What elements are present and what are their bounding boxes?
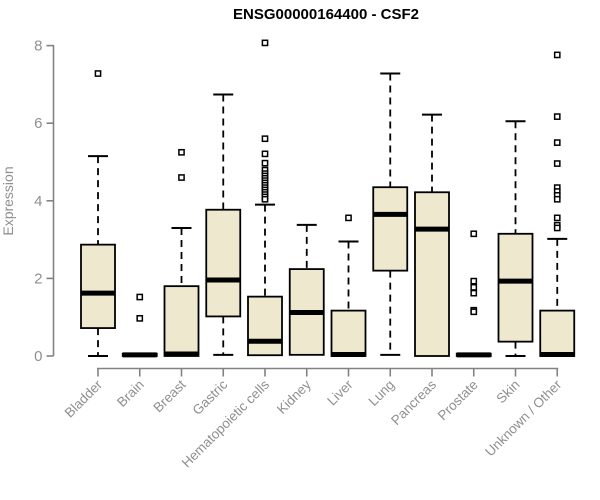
boxplot-skin: [497, 120, 534, 357]
y-tick-label: 6: [34, 115, 42, 132]
iqr-box: [330, 309, 367, 357]
outlier-point: [553, 214, 561, 222]
iqr-box: [247, 295, 283, 357]
x-tick-label: Bladder: [62, 377, 106, 421]
boxplot-brain: [121, 293, 158, 358]
boxplot-gastric: [205, 93, 242, 356]
y-tick-label: 8: [34, 38, 42, 55]
iqr-box: [414, 191, 450, 357]
iqr-box: [163, 285, 200, 357]
boxplot-kidney: [288, 223, 325, 356]
chart-title: ENSG00000164400 - CSF2: [233, 6, 419, 23]
outlier-point: [94, 70, 102, 77]
outlier-point: [261, 159, 269, 167]
outlier-point: [261, 39, 269, 47]
boxplot-pancreas: [414, 113, 450, 357]
boxplot-unknown-other: [539, 51, 576, 357]
outlier-point: [178, 174, 185, 181]
x-tick-label: Kidney: [274, 377, 314, 417]
outlier-point: [470, 289, 478, 297]
outlier-point: [470, 277, 478, 285]
outlier-point: [178, 148, 185, 156]
iqr-box: [80, 243, 116, 329]
outlier-point: [470, 283, 478, 291]
x-tick-label: Lung: [366, 377, 398, 409]
y-tick-label: 0: [34, 348, 42, 365]
x-tick-label: Brain: [114, 377, 147, 410]
boxplot-lung: [372, 72, 409, 356]
boxplot-liver: [330, 214, 367, 357]
x-tick-label: Breast: [150, 377, 188, 415]
outlier-point: [553, 113, 561, 120]
boxplot-bladder: [80, 70, 116, 357]
iqr-box: [497, 232, 534, 343]
iqr-box: [539, 309, 576, 357]
outlier-point: [261, 195, 269, 203]
x-tick-label: Pancreas: [388, 377, 439, 428]
outlier-point: [261, 135, 269, 143]
iqr-box: [205, 208, 242, 318]
x-tick-label: Skin: [493, 377, 522, 406]
outlier-point: [553, 195, 561, 203]
x-tick-label: Gastric: [190, 377, 231, 418]
outlier-point: [470, 308, 478, 316]
outlier-point: [553, 51, 561, 59]
outlier-point: [470, 230, 478, 238]
outlier-point: [345, 214, 352, 222]
outlier-point: [553, 224, 561, 232]
outlier-point: [553, 160, 561, 167]
x-tick-label: Prostate: [435, 377, 481, 423]
boxplot-prostate: [455, 230, 492, 358]
outlier-point: [261, 150, 269, 158]
outlier-point: [136, 293, 144, 301]
y-tick-label: 4: [34, 193, 42, 210]
boxplot-breast: [163, 148, 200, 357]
boxplot-hematopoietic-cells: [247, 39, 283, 357]
x-tick-label: Liver: [324, 377, 356, 409]
x-tick-label: Unknown / Other: [482, 377, 565, 460]
outlier-point: [553, 139, 561, 146]
y-tick-label: 2: [34, 270, 42, 287]
iqr-box: [372, 186, 409, 272]
outlier-point: [136, 315, 144, 322]
